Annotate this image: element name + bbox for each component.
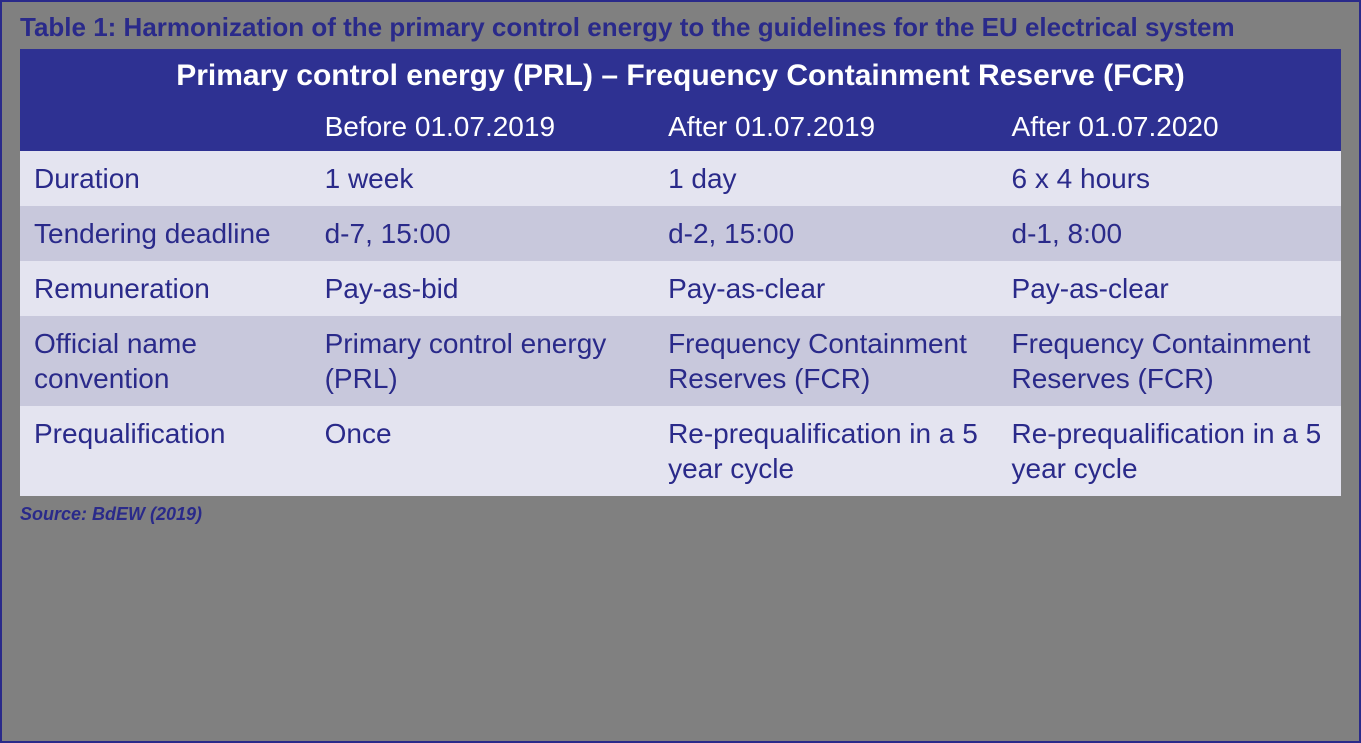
cell: 6 x 4 hours (998, 151, 1341, 206)
cell: Primary control energy (PRL) (311, 316, 654, 406)
table-source: Source: BdEW (2019) (2, 496, 1359, 531)
table-row: Tendering deadline d-7, 15:00 d-2, 15:00… (20, 206, 1341, 261)
cell: Frequency Containment Reserves (FCR) (998, 316, 1341, 406)
cell: Re-prequalification in a 5 year cycle (998, 406, 1341, 496)
table-container: Primary control energy (PRL) – Frequency… (2, 49, 1359, 496)
table-figure: Table 1: Harmonization of the primary co… (0, 0, 1361, 743)
row-label: Official name convention (20, 316, 311, 406)
row-label: Prequalification (20, 406, 311, 496)
cell: d-7, 15:00 (311, 206, 654, 261)
col-header-after-2019: After 01.07.2019 (654, 103, 997, 151)
col-header-after-2020: After 01.07.2020 (998, 103, 1341, 151)
cell: Once (311, 406, 654, 496)
table-row: Remuneration Pay-as-bid Pay-as-clear Pay… (20, 261, 1341, 316)
table-row: Prequalification Once Re-prequalificatio… (20, 406, 1341, 496)
table-caption: Table 1: Harmonization of the primary co… (2, 2, 1359, 49)
cell: Frequency Containment Reserves (FCR) (654, 316, 997, 406)
table-title: Primary control energy (PRL) – Frequency… (20, 49, 1341, 103)
cell: 1 day (654, 151, 997, 206)
cell: Pay-as-clear (654, 261, 997, 316)
table-header-row: Before 01.07.2019 After 01.07.2019 After… (20, 103, 1341, 151)
row-label: Duration (20, 151, 311, 206)
cell: Pay-as-clear (998, 261, 1341, 316)
prl-fcr-table: Primary control energy (PRL) – Frequency… (20, 49, 1341, 496)
table-title-row: Primary control energy (PRL) – Frequency… (20, 49, 1341, 103)
cell: d-1, 8:00 (998, 206, 1341, 261)
table-row: Official name convention Primary control… (20, 316, 1341, 406)
col-header-before-2019: Before 01.07.2019 (311, 103, 654, 151)
row-label: Tendering deadline (20, 206, 311, 261)
cell: Pay-as-bid (311, 261, 654, 316)
cell: 1 week (311, 151, 654, 206)
table-row: Duration 1 week 1 day 6 x 4 hours (20, 151, 1341, 206)
cell: Re-prequalification in a 5 year cycle (654, 406, 997, 496)
cell: d-2, 15:00 (654, 206, 997, 261)
row-label: Remuneration (20, 261, 311, 316)
col-header-blank (20, 103, 311, 151)
